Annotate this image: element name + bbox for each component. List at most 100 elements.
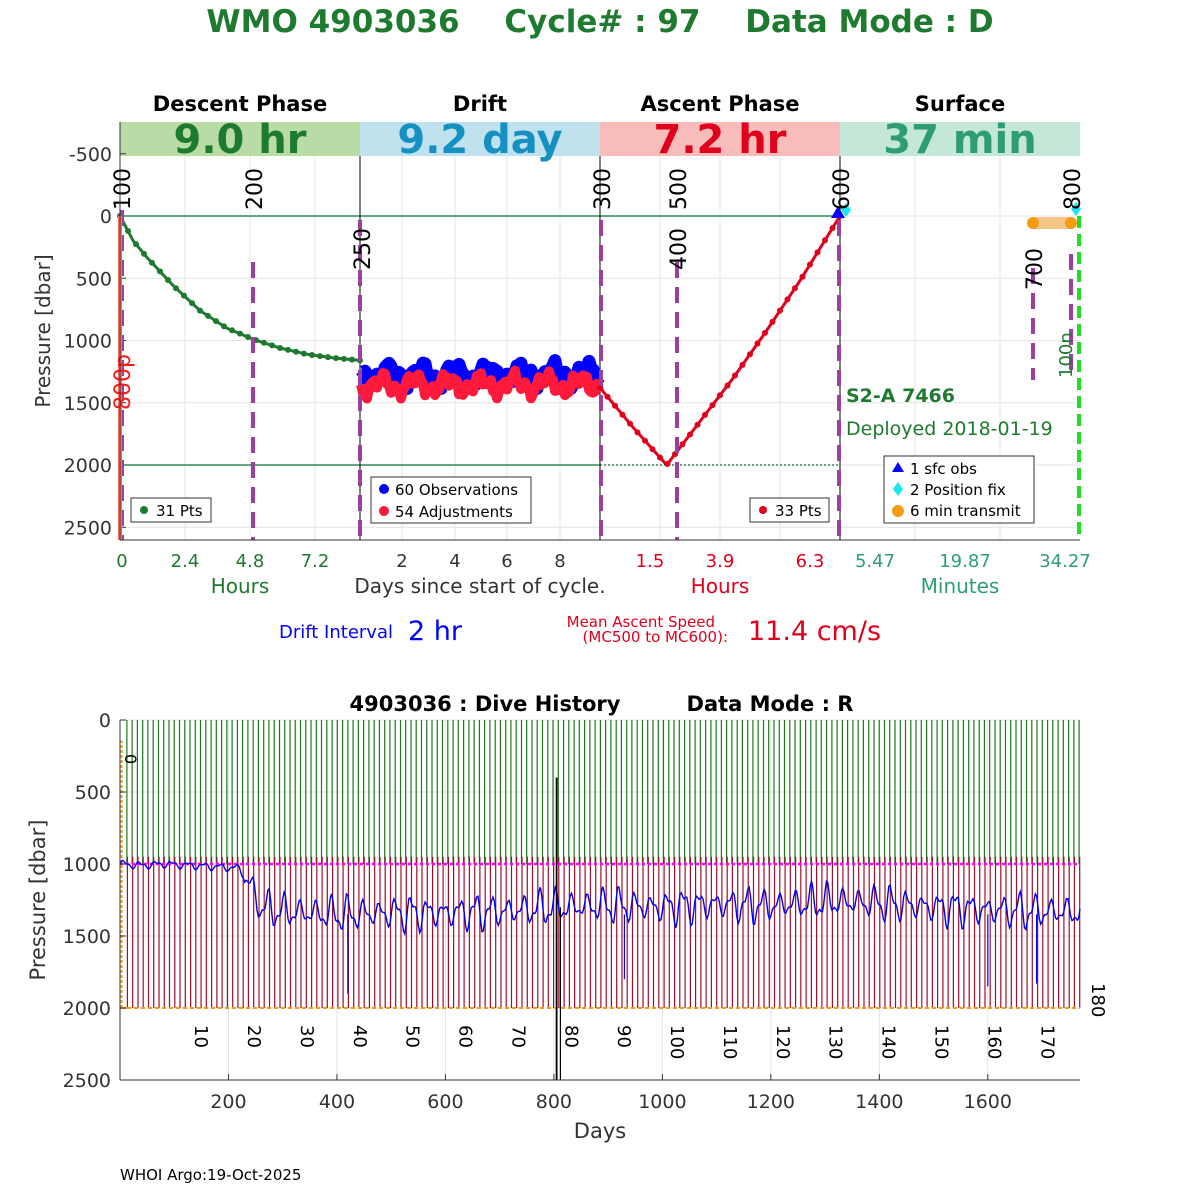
descent-point xyxy=(197,307,203,314)
float-model: S2-A 7466 xyxy=(846,385,955,407)
cycle-label: 120 xyxy=(772,1025,793,1059)
x-axis-label: Hours xyxy=(691,574,750,598)
footer-credit: WHOI Argo:19-Oct-2025 xyxy=(120,1166,302,1184)
descent-line xyxy=(118,215,361,362)
mission-code-label: 500 xyxy=(667,168,692,210)
phase-band xyxy=(840,122,1080,156)
mission-code-label: 300 xyxy=(591,168,616,210)
ascent-point xyxy=(694,421,701,428)
ascent-speed-label: Mean Ascent Speed xyxy=(567,613,715,631)
phase-header: Ascent Phase xyxy=(641,92,800,116)
descent-point xyxy=(189,300,195,307)
surface-legend-box xyxy=(883,455,1035,524)
mission-code-label: 250 xyxy=(351,228,376,270)
cycle-label: 170 xyxy=(1036,1025,1057,1059)
ascent-speed-label: (MC500 to MC600): xyxy=(583,628,728,646)
phase-band xyxy=(120,122,360,156)
descent-point xyxy=(333,355,339,362)
ascent-point xyxy=(784,296,791,303)
ascent-point xyxy=(777,307,783,314)
phase-duration: 37 min xyxy=(883,117,1036,163)
phase-header: Descent Phase xyxy=(153,92,327,116)
mission-code-label: 200 xyxy=(243,168,268,210)
x-tick-label: 1.5 xyxy=(636,551,665,572)
ascent-point xyxy=(657,454,663,461)
x-tick-label: 34.27 xyxy=(1039,551,1091,572)
ascent-point xyxy=(724,382,731,389)
descent-point xyxy=(301,350,307,357)
x-tick-label: 1600 xyxy=(964,1091,1012,1113)
ascent-point xyxy=(619,411,626,418)
ascent-point xyxy=(822,237,828,244)
ascent-point xyxy=(642,437,648,444)
descent-point xyxy=(341,355,347,362)
phase-duration: 7.2 hr xyxy=(654,117,787,163)
phase-header: Surface xyxy=(915,92,1005,116)
drift-history-line xyxy=(119,859,1081,937)
ascent-point xyxy=(709,402,716,409)
y-tick-label: 0 xyxy=(99,710,111,732)
cycle-label: 0 xyxy=(121,754,140,764)
ascent-point xyxy=(754,340,761,347)
transmit-bar xyxy=(1033,217,1073,229)
cycle-label: 180 xyxy=(1087,983,1108,1017)
descent-point xyxy=(173,285,179,292)
x-axis-label: Minutes xyxy=(921,574,1000,598)
y-tick-label: 1500 xyxy=(64,393,112,415)
transmit-legend-marker xyxy=(892,505,904,517)
ascent-point xyxy=(814,249,821,256)
ascent-point xyxy=(687,431,693,438)
ascent-legend-text: 33 Pts xyxy=(775,502,822,520)
descent-point xyxy=(309,351,315,358)
mission-code-label: 700 xyxy=(1023,248,1048,290)
cycle-label: 70 xyxy=(507,1025,528,1048)
descent-point xyxy=(165,276,171,283)
cycle-number: Cycle# : 97 xyxy=(504,4,701,40)
cycle-label: 60 xyxy=(455,1025,476,1048)
surfacing-lines xyxy=(126,720,1080,864)
x-tick-label: 3.9 xyxy=(706,551,735,572)
ascent-legend-marker xyxy=(759,506,767,514)
surface-legend-text: 6 min transmit xyxy=(910,502,1021,520)
cycle-label: 40 xyxy=(349,1025,370,1048)
descent-legend-text: 31 Pts xyxy=(156,502,203,520)
phase-duration: 9.0 hr xyxy=(174,117,307,163)
descent-point xyxy=(125,227,131,234)
ascent-point xyxy=(649,446,656,453)
position-fix-marker xyxy=(1071,202,1081,216)
position-fix-marker xyxy=(841,203,851,217)
y-tick-label: 2500 xyxy=(64,517,112,539)
y-tick-label: 500 xyxy=(76,268,112,290)
x-tick-label: 200 xyxy=(210,1091,246,1113)
descent-point xyxy=(213,318,219,325)
cycle-label: 50 xyxy=(402,1025,423,1048)
history-title: 4903036 : Dive History xyxy=(350,692,621,716)
descent-point xyxy=(245,334,251,341)
drift-obs-legend-text: 60 Observations xyxy=(395,481,518,499)
x-tick-label: 1000 xyxy=(638,1091,686,1113)
ascent-point xyxy=(799,273,806,280)
descent-point xyxy=(133,241,139,248)
drift-interval-label: Drift Interval xyxy=(279,622,393,643)
drift-adj-legend-marker xyxy=(379,506,389,516)
y-tick-label: 2500 xyxy=(63,1070,111,1092)
cycle-label: 150 xyxy=(930,1025,951,1059)
descent-point xyxy=(261,339,267,346)
park-pressure-label: 800p xyxy=(111,354,136,410)
phase-band xyxy=(360,122,600,156)
x-tick-label: 400 xyxy=(319,1091,355,1113)
descent-point xyxy=(325,354,331,361)
descent-point xyxy=(317,353,323,360)
x-tick-label: 6 xyxy=(501,551,512,572)
main-title: WMO 4903036 Cycle# : 97 Data Mode : D xyxy=(0,4,1200,40)
y-tick-label: 500 xyxy=(75,782,111,804)
descent-point xyxy=(221,323,227,330)
phase-header: Drift xyxy=(453,92,507,116)
descent-point xyxy=(269,342,275,349)
drift-obs-legend-marker xyxy=(379,484,389,494)
mission-code-label: 400 xyxy=(667,228,692,270)
x-tick-label: 6.3 xyxy=(796,551,825,572)
y-axis-label: Pressure [dbar] xyxy=(31,254,55,407)
x-tick-label: 1400 xyxy=(855,1091,903,1113)
position-fix-legend-marker xyxy=(893,482,903,496)
